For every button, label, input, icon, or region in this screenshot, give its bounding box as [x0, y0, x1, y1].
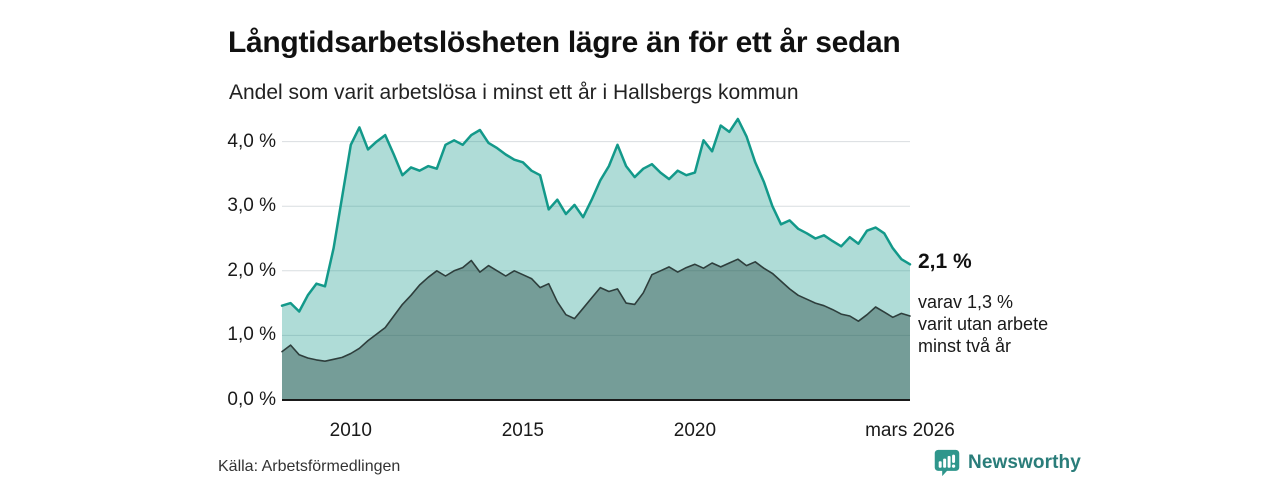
subset-annotation-line: varav 1,3 % [918, 292, 1014, 312]
y-axis-tick-label: 3,0 % [227, 195, 276, 217]
chart-title: Långtidsarbetslösheten lägre än för ett … [228, 26, 901, 60]
y-axis-tick-label: 1,0 % [227, 324, 276, 346]
y-axis-tick-label: 4,0 % [227, 130, 276, 152]
subset-annotation-line: varit utan arbete [918, 314, 1049, 334]
latest-value-label: 2,1 % [918, 250, 972, 273]
x-axis-tick-label: 2015 [501, 420, 545, 441]
x-axis-tick-label: mars 2026 [865, 420, 955, 441]
newsworthy-bubble-chart-icon [933, 448, 961, 477]
subset-annotation-line: minst två år [918, 336, 1012, 356]
y-axis-tick-label: 0,0 % [227, 389, 276, 410]
y-axis-tick-label: 2,0 % [227, 259, 276, 281]
source-note: Källa: Arbetsförmedlingen [218, 458, 401, 475]
chart-subtitle: Andel som varit arbetslösa i minst ett å… [229, 81, 799, 104]
newsworthy-wordmark: Newsworthy [968, 451, 1081, 473]
subset-annotation: varav 1,3 % varit utan arbete minst två … [918, 291, 1048, 357]
x-axis-tick-label: 2020 [673, 420, 717, 441]
newsworthy-logo[interactable]: Newsworthy [933, 448, 1081, 477]
x-axis-tick-label: 2010 [329, 420, 372, 441]
